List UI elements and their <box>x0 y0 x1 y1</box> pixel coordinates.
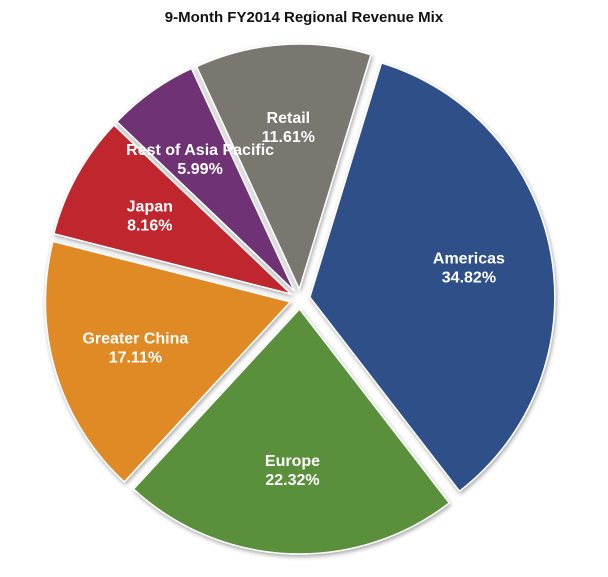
slice-value-europe: 22.32% <box>265 472 319 489</box>
pie-slice-greater-china <box>44 240 292 484</box>
chart-title: 9-Month FY2014 Regional Revenue Mix <box>164 9 444 26</box>
pie-slice-japan <box>52 123 294 296</box>
slice-label-americas: Americas <box>433 251 505 268</box>
pie-slice-americas <box>309 61 556 493</box>
slice-label-retail: Retail <box>267 110 311 127</box>
slice-value-japan: 8.16% <box>127 217 172 234</box>
slice-value-rest-of-asia-pacific: 5.99% <box>177 161 222 178</box>
pie-slices <box>44 43 556 555</box>
pie-slice-rest-of-asia-pacific <box>115 67 295 292</box>
pie-labels: Americas 34.82% Europe 22.32% Greater China 1… <box>82 110 505 489</box>
slice-value-retail: 11.61% <box>262 129 315 146</box>
pie-slice-retail <box>195 43 372 292</box>
slice-label-rest-of-asia-pacific: Rest of Asia Pacific <box>126 142 274 159</box>
slice-label-europe: Europe <box>265 453 320 470</box>
slice-label-japan: Japan <box>127 198 173 215</box>
slice-value-americas: 34.82% <box>442 270 496 287</box>
slice-label-greater-china: Greater China <box>82 330 188 347</box>
pie-slice-europe <box>132 307 451 555</box>
slice-value-greater-china: 17.11% <box>109 349 162 366</box>
